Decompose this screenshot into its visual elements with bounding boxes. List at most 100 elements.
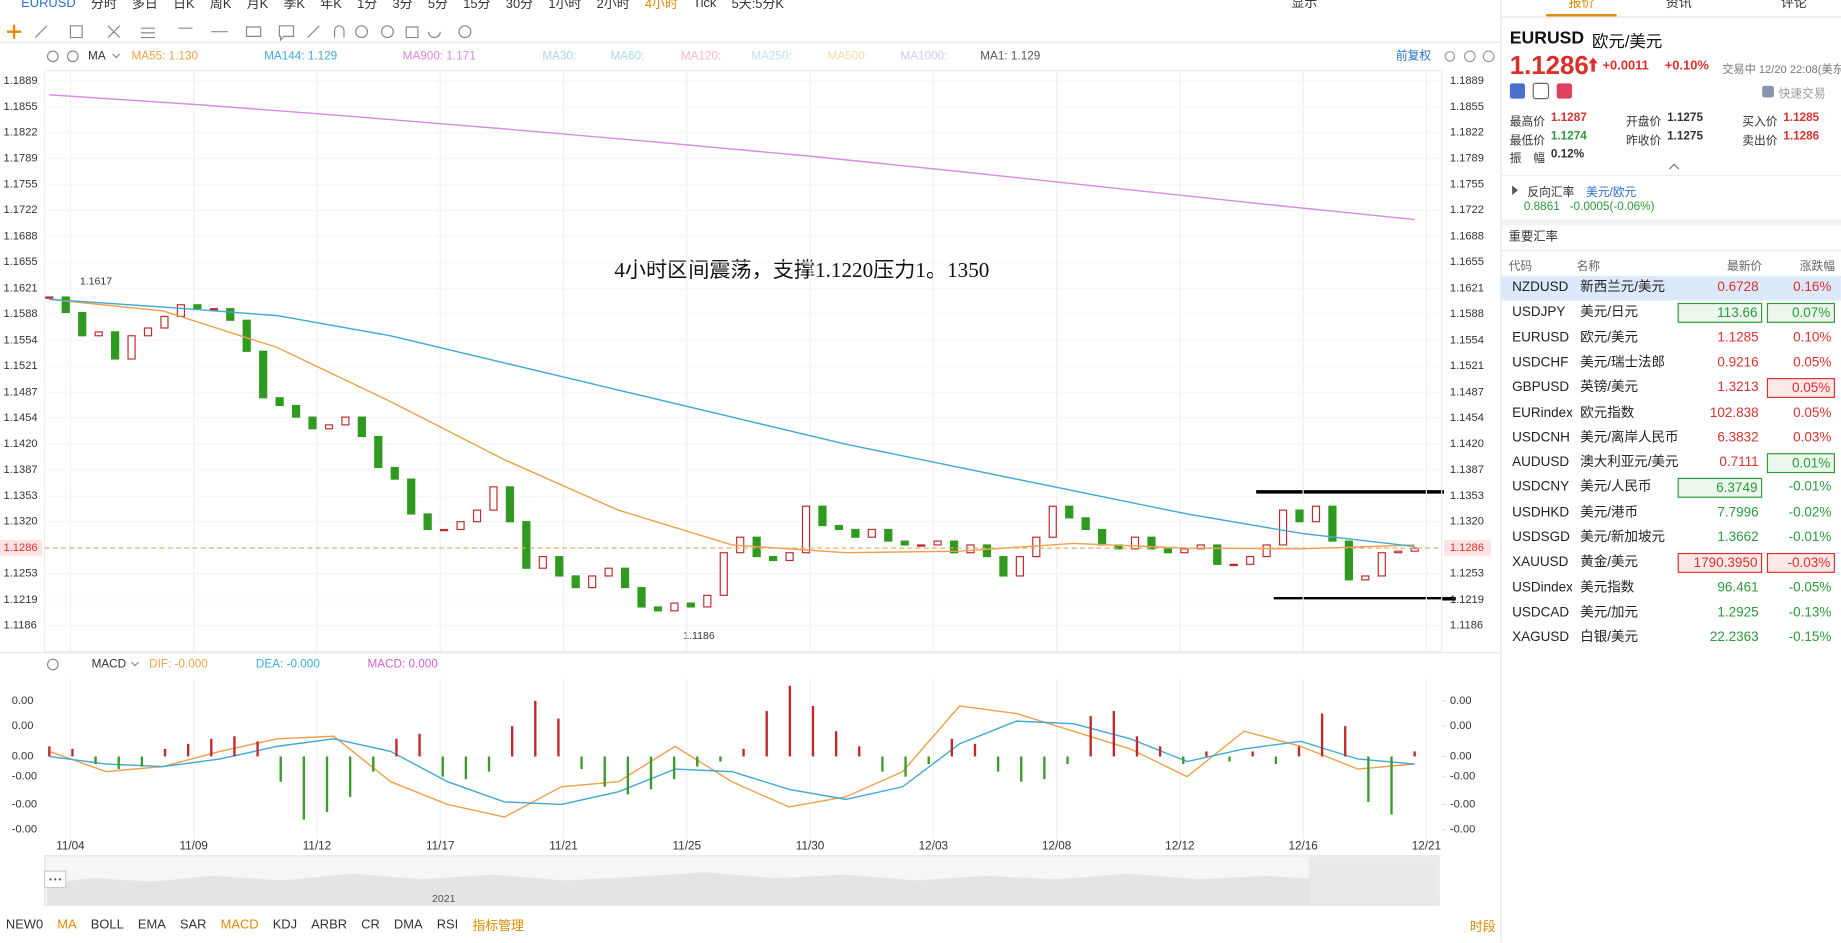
indicator-manage[interactable]: 指标管理	[472, 919, 524, 934]
tab[interactable]: 报价	[1546, 0, 1617, 17]
period-button[interactable]: Tick	[693, 0, 717, 11]
y-tick-label: 1.1320	[4, 516, 38, 528]
display-menu[interactable]: 显示	[1291, 0, 1318, 11]
candle	[637, 587, 646, 608]
y-tick-label: 1.1889	[1450, 75, 1484, 87]
adjust-button[interactable]: 前复权	[1396, 48, 1431, 62]
legend-item: DEA: -0.000	[256, 658, 320, 671]
period-button[interactable]: 5分	[427, 0, 448, 12]
crosshair-tool[interactable]	[7, 24, 22, 39]
period-button[interactable]: 15分	[463, 0, 491, 12]
navigator-window[interactable]	[1309, 857, 1439, 904]
period-button[interactable]: 1分	[357, 0, 378, 12]
period-button[interactable]: 30分	[505, 0, 534, 12]
table-cell: NZDUSD	[1512, 280, 1569, 295]
session-button[interactable]: 时段	[1469, 920, 1496, 935]
indicator-toolbar: NEW0 MA BOLL EMA SAR MACD KDJ ARBR CR DMA RSI 指标管理	[0, 915, 1506, 936]
period-button[interactable]: 1小时	[548, 0, 582, 12]
table-row[interactable]: EURUSD 欧元/美元 1.1285 0.10%	[1502, 326, 1841, 351]
indicator-button[interactable]: MA	[57, 918, 77, 933]
dropdown-icon[interactable]	[112, 53, 121, 59]
period-button[interactable]: 月K	[246, 0, 269, 12]
reverse-pair[interactable]: 美元/欧元	[1586, 186, 1637, 200]
period-button[interactable]: 年K	[320, 0, 342, 12]
table-cell: 102.838	[1709, 405, 1759, 420]
macd-bar	[950, 738, 954, 757]
close-icon[interactable]	[66, 50, 79, 63]
table-row[interactable]: USDSGD 美元/新加坡元 1.3662 -0.01%	[1502, 526, 1841, 551]
dropdown-icon[interactable]	[131, 661, 139, 667]
news-icon[interactable]	[1532, 82, 1550, 100]
settings-icon[interactable]	[46, 50, 59, 63]
tab[interactable]: 评论	[1780, 0, 1807, 11]
macd-bar	[1228, 756, 1231, 762]
table-row[interactable]: XAGUSD 白银/美元 22.2363 -0.15%	[1502, 626, 1841, 651]
tab[interactable]: 资讯	[1665, 0, 1692, 11]
collapse-icon[interactable]	[1668, 162, 1680, 171]
indicator-button[interactable]: DMA	[393, 918, 423, 933]
table-row[interactable]: USDindex 美元指数 96.461 -0.05%	[1502, 576, 1841, 601]
candle	[785, 552, 794, 562]
table-row[interactable]: GBPUSD 英镑/美元 1.3213 0.05%	[1502, 376, 1841, 401]
table-row[interactable]: USDCNH 美元/离岸人民币 6.3832 0.03%	[1502, 426, 1841, 451]
globe-icon[interactable]	[1509, 83, 1526, 99]
indicator-button[interactable]: NEW0	[5, 918, 44, 933]
indicator-button[interactable]: SAR	[179, 918, 207, 933]
legend-item: MA1: 1.129	[980, 49, 1040, 62]
period-button[interactable]: 分时	[90, 0, 117, 12]
indicator-button[interactable]: BOLL	[90, 918, 124, 933]
indicator-button[interactable]: RSI	[436, 918, 459, 933]
period-button[interactable]: 4小时	[644, 0, 678, 12]
macd-bar	[904, 756, 907, 777]
table-row[interactable]: XAUUSD 黄金/美元 1790.3950 -0.03%	[1502, 551, 1841, 576]
zoom-out-icon[interactable]	[1463, 50, 1476, 63]
zoom-in-icon[interactable]	[1482, 50, 1495, 63]
table-row[interactable]: USDJPY 美元/日元 113.66 0.07%	[1502, 301, 1841, 326]
table-row[interactable]: EURindex 欧元指数 102.838 0.05%	[1502, 401, 1841, 426]
table-row[interactable]: USDHKD 美元/港币 7.7996 -0.02%	[1502, 501, 1841, 526]
period-button[interactable]: 3分	[392, 0, 413, 12]
macd-bar	[1251, 751, 1254, 757]
period-button[interactable]: 5天:5分K	[731, 0, 785, 12]
table-cell: GBPUSD	[1512, 380, 1570, 395]
table-cell: 澳大利亚元/美元	[1580, 455, 1679, 470]
candle	[259, 350, 268, 399]
table-cell: 1.2925	[1717, 605, 1759, 620]
period-button[interactable]: 多日	[132, 0, 158, 12]
undo-icon[interactable]	[1444, 51, 1456, 62]
table-cell: 白银/美元	[1580, 630, 1638, 645]
y-tick-label: 1.1621	[1450, 282, 1484, 294]
candle	[1081, 517, 1090, 531]
navigator-year: 2021	[432, 893, 456, 905]
indicator-button[interactable]: CR	[361, 918, 380, 933]
indicator-button[interactable]: ARBR	[311, 918, 348, 933]
symbol[interactable]: EURUSD	[21, 0, 76, 11]
column-header: 涨跌幅	[1799, 260, 1835, 274]
period-button[interactable]: 周K	[209, 0, 232, 12]
quick-trade[interactable]: 快速交易	[1778, 88, 1826, 101]
table-row[interactable]: AUDUSD 澳大利亚元/美元 0.7111 0.01%	[1502, 451, 1841, 476]
stat-value: 1.1285	[1783, 111, 1820, 125]
table-row[interactable]: USDCNY 美元/人民币 6.3749 -0.01%	[1502, 476, 1841, 501]
settings-icon[interactable]	[46, 658, 59, 671]
table-row[interactable]: NZDUSD 新西兰元/美元 0.6728 0.16%	[1501, 275, 1841, 301]
tab-bar	[1501, 0, 1841, 18]
table-row[interactable]: USDCHF 美元/瑞士法郎 0.9216 0.05%	[1502, 351, 1841, 376]
bell-icon[interactable]	[1761, 85, 1775, 99]
period-button[interactable]: 2小时	[596, 0, 630, 12]
favorite-icon[interactable]	[1556, 83, 1572, 99]
indicator-button[interactable]: MACD	[220, 918, 259, 933]
expand-icon[interactable]	[1511, 184, 1520, 196]
table-row[interactable]: USDCAD 美元/加元 1.2925 -0.13%	[1502, 601, 1841, 626]
macd-bar	[742, 748, 745, 757]
period-button[interactable]: 季K	[283, 0, 306, 12]
table-cell: 0.16%	[1793, 280, 1832, 295]
tool-icons[interactable]	[34, 25, 472, 42]
table-cell: USDCAD	[1512, 605, 1570, 620]
legend-item: MA55: 1.130	[131, 49, 198, 62]
indicator-button[interactable]: EMA	[137, 918, 166, 933]
candle	[1311, 505, 1321, 523]
period-button[interactable]: 日K	[173, 0, 195, 12]
indicator-button[interactable]: KDJ	[272, 918, 298, 933]
y-tick-label: 0.00	[1450, 720, 1472, 732]
